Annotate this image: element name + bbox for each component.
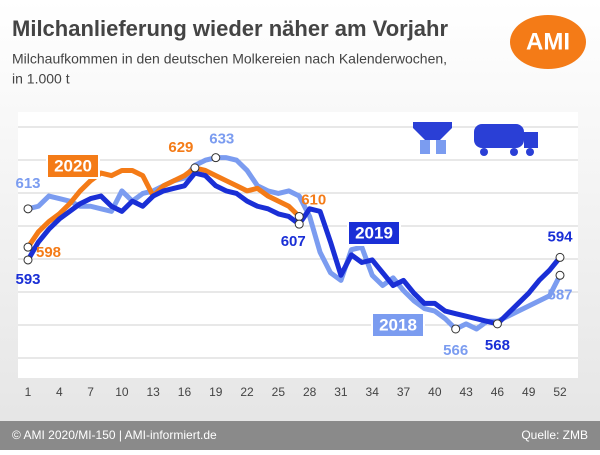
data-label: 598	[36, 244, 61, 261]
x-tick-label: 25	[272, 385, 286, 399]
x-tick-label: 19	[209, 385, 223, 399]
data-label: 566	[443, 342, 468, 359]
x-tick-label: 10	[115, 385, 129, 399]
point-marker	[23, 242, 33, 252]
data-label: 607	[281, 233, 306, 250]
data-label: 633	[209, 131, 234, 148]
plot-area	[18, 112, 578, 378]
silo-icon	[436, 140, 446, 154]
truck-icon	[524, 132, 538, 148]
x-tick-label: 22	[240, 385, 254, 399]
point-marker	[294, 211, 304, 221]
x-tick-label: 52	[553, 385, 567, 399]
legend-box	[46, 153, 100, 179]
data-label: 613	[15, 175, 40, 192]
silo-icon	[413, 122, 452, 140]
x-tick-label: 49	[522, 385, 536, 399]
x-tick-label: 46	[491, 385, 505, 399]
point-marker	[23, 255, 33, 265]
truck-icon	[510, 148, 518, 156]
data-label: 610	[301, 191, 326, 208]
series-line	[25, 155, 563, 332]
x-tick-label: 37	[397, 385, 411, 399]
data-label: 568	[485, 337, 510, 354]
x-tick-label: 28	[303, 385, 317, 399]
point-marker	[555, 270, 565, 280]
legend-box	[347, 220, 401, 246]
data-label: 629	[168, 139, 193, 156]
point-marker	[451, 324, 461, 334]
data-label: 587	[547, 286, 572, 303]
data-label: 593	[15, 271, 40, 288]
series-line	[25, 165, 302, 250]
footer-left: © AMI 2020/MI-150 | AMI-informiert.de	[12, 428, 217, 442]
point-marker	[190, 163, 200, 173]
subtitle: in 1.000 t	[12, 71, 70, 87]
legend-label: 2020	[54, 156, 92, 175]
point-marker	[23, 204, 33, 214]
truck-icon	[474, 124, 524, 148]
x-tick-label: 4	[56, 385, 63, 399]
footer-right: Quelle: ZMB	[521, 428, 588, 442]
x-tick-label: 31	[334, 385, 348, 399]
x-tick-label: 16	[178, 385, 192, 399]
point-marker	[211, 153, 221, 163]
x-tick-label: 40	[428, 385, 442, 399]
x-tick-label: 7	[87, 385, 94, 399]
footer-bar	[0, 421, 600, 450]
x-tick-label: 43	[459, 385, 473, 399]
chart-title: Milchanlieferung wieder näher am Vorjahr	[12, 16, 448, 41]
logo-badge	[510, 15, 586, 69]
truck-icon	[480, 148, 488, 156]
truck-icon	[526, 148, 534, 156]
x-tick-label: 1	[25, 385, 32, 399]
logo: AMI	[526, 28, 570, 55]
point-marker	[492, 319, 502, 329]
icons	[413, 122, 538, 156]
legend-box	[371, 312, 425, 338]
point-marker	[555, 252, 565, 262]
data-label: 594	[547, 228, 573, 245]
subtitle: Milchaufkommen in den deutschen Molkerei…	[12, 51, 447, 67]
legend-label: 2018	[379, 315, 417, 334]
legend-label: 2019	[355, 223, 393, 242]
silo-icon	[420, 140, 430, 154]
x-tick-label: 34	[366, 385, 380, 399]
series-line	[25, 170, 563, 327]
point-marker	[294, 219, 304, 229]
x-tick-label: 13	[146, 385, 160, 399]
